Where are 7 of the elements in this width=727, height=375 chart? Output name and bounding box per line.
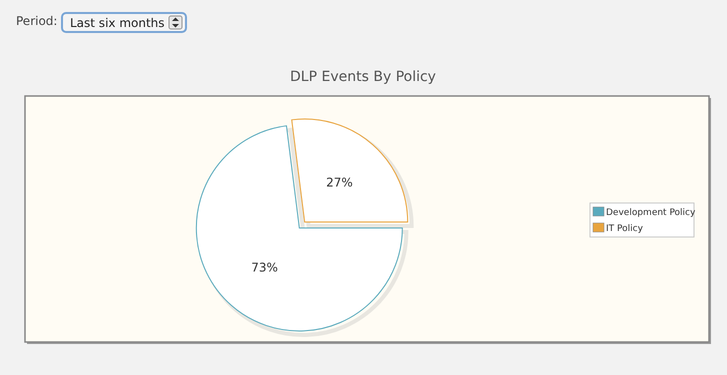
period-dropdown: Last six months <box>61 12 187 33</box>
text: Period: <box>16 14 58 28</box>
chart-title: DLP Events By Policy <box>290 69 436 85</box>
data-label: 73% <box>251 260 278 274</box>
data-label: 27% <box>326 176 353 190</box>
legend-label: IT Policy <box>606 224 644 234</box>
legend-label: Development Policy <box>606 208 696 218</box>
